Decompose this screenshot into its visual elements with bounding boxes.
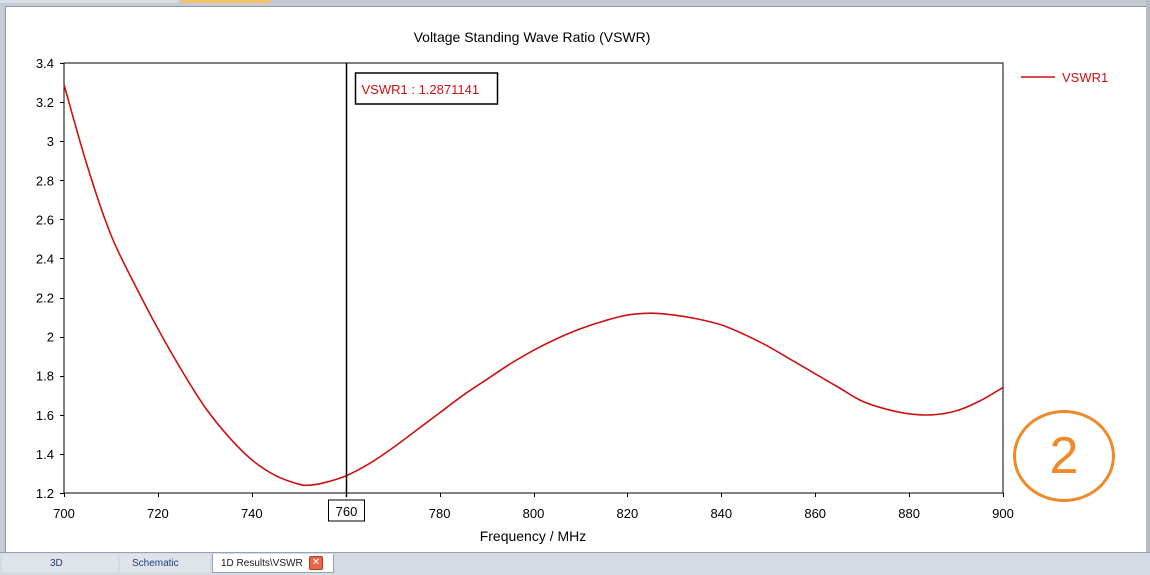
series-layer <box>63 84 1004 487</box>
y-tick-label: 3.4 <box>36 56 54 71</box>
y-tick-label: 2.4 <box>36 251 54 266</box>
x-tick-label: 780 <box>429 506 451 521</box>
axes: 700 720 740 780 800 820 840 860 880 900 1.2 1.4 1.6 1… <box>36 56 1014 521</box>
x-axis-label: Frequency / MHz <box>480 528 587 544</box>
bottom-tab-bar: 3D Schematic 1D Results\VSWR ✕ <box>0 552 1150 575</box>
y-tick-label: 1.8 <box>36 369 54 384</box>
top-tab-inactive[interactable] <box>0 0 178 3</box>
x-tick-label: 860 <box>804 506 826 521</box>
x-tick-label: 900 <box>992 506 1014 521</box>
window-top-strip <box>0 0 1150 4</box>
vswr-chart: Voltage Standing Wave Ratio (VSWR) 700 72… <box>36 29 1108 544</box>
tab-1d-results-vswr[interactable]: 1D Results\VSWR ✕ <box>212 554 334 573</box>
marker-readout: VSWR1 : 1.2871141 <box>362 82 480 97</box>
x-tick-label: 840 <box>710 506 732 521</box>
tab-schematic-label: Schematic <box>132 558 179 569</box>
series-line-vswr1 <box>63 84 1004 487</box>
legend-label: VSWR1 <box>1062 70 1108 85</box>
x-tick-label: 880 <box>898 506 920 521</box>
y-tick-label: 2 <box>47 330 54 345</box>
chart-title: Voltage Standing Wave Ratio (VSWR) <box>414 29 651 45</box>
marker-readout-box[interactable] <box>354 72 499 105</box>
tab-1d-results-vswr-label: 1D Results\VSWR <box>221 558 303 569</box>
x-tick-label: 720 <box>147 506 169 521</box>
x-tick-label: 820 <box>617 506 639 521</box>
marker-x-label: 760 <box>336 504 358 519</box>
y-tick-label: 3.2 <box>36 95 54 110</box>
x-tick-label: 740 <box>241 506 263 521</box>
x-tick-label: 700 <box>53 506 75 521</box>
tab-3d[interactable]: 3D <box>2 554 118 572</box>
y-tick-label: 3 <box>47 134 54 149</box>
marker-x-label-box[interactable] <box>328 499 365 522</box>
legend[interactable]: VSWR1 <box>1021 70 1108 85</box>
y-tick-label: 2.6 <box>36 212 54 227</box>
y-tick-label: 1.6 <box>36 408 54 423</box>
step-number-badge: 2 <box>1013 410 1115 502</box>
x-tick-label: 800 <box>523 506 545 521</box>
y-tick-label: 1.2 <box>36 486 54 501</box>
top-tab-highlighted[interactable] <box>181 0 271 3</box>
tab-schematic[interactable]: Schematic <box>120 554 210 572</box>
tab-3d-label: 3D <box>50 558 63 569</box>
marker-layer[interactable]: 760 VSWR1 : 1.2871141 <box>328 63 499 522</box>
close-tab-icon[interactable]: ✕ <box>309 556 323 570</box>
window-right-frame <box>1146 0 1150 574</box>
y-tick-label: 2.8 <box>36 173 54 188</box>
y-tick-label: 1.4 <box>36 447 54 462</box>
y-tick-label: 2.2 <box>36 291 54 306</box>
plot-area <box>63 62 1004 494</box>
